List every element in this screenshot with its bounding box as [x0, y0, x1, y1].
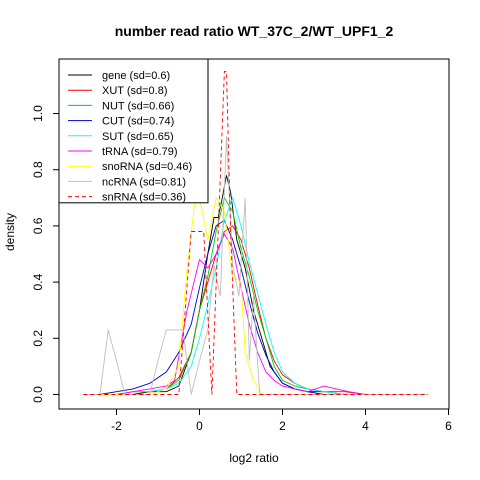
y-tick-label: 1.0 [31, 105, 45, 122]
y-tick-label: 0.0 [31, 386, 45, 403]
legend-box [58, 58, 209, 204]
legend-label: CUT (sd=0.74) [102, 116, 174, 128]
x-axis-label: log2 ratio [229, 451, 279, 465]
y-tick-label: 0.8 [31, 161, 45, 178]
series-line [83, 196, 428, 395]
y-axis-label: density [3, 213, 17, 251]
x-tick-label: 0 [196, 419, 203, 433]
x-tick-label: 4 [362, 419, 369, 433]
series-line [83, 196, 428, 395]
legend-label: SUT (sd=0.65) [102, 131, 174, 143]
series-line [83, 70, 428, 395]
chart-title: number read ratio WT_37C_2/WT_UPF1_2 [115, 23, 394, 39]
legend-label: snRNA (sd=0.36) [102, 192, 186, 204]
legend-label: XUT (sd=0.8) [102, 85, 168, 97]
legend-label: tRNA (sd=0.79) [102, 146, 178, 158]
legend-label: gene (sd=0.6) [102, 70, 170, 82]
legend: gene (sd=0.6) XUT (sd=0.8) NUT (sd=0.66) CU… [58, 58, 209, 204]
legend-label: ncRNA (sd=0.81) [102, 176, 186, 188]
legend-label: snoRNA (sd=0.46) [102, 161, 192, 173]
y-tick-label: 0.2 [31, 330, 45, 347]
x-tick-label: 6 [445, 419, 452, 433]
y-tick-label: 0.4 [31, 273, 45, 290]
y-tick-label: 0.6 [31, 217, 45, 234]
legend-label: NUT (sd=0.66) [102, 100, 174, 112]
x-tick-label: -2 [111, 419, 122, 433]
series-lines [83, 70, 428, 395]
x-tick-label: 2 [279, 419, 286, 433]
x-axis: -2 0 2 4 6 [111, 408, 452, 433]
